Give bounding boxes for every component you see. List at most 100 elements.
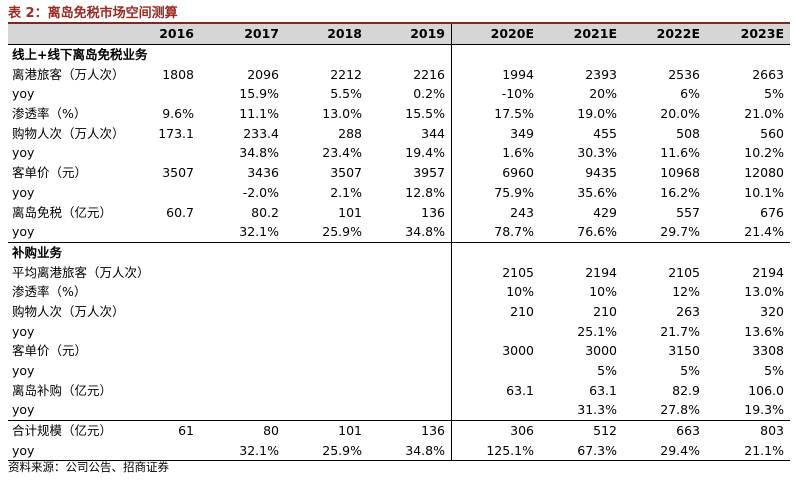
table-row: yoy 32.1% 25.9% 34.8% 78.7% 76.6% 29.7% 21.4%: [8, 222, 790, 242]
header-cell: [8, 24, 135, 44]
table-cell: 2663: [752, 66, 784, 82]
table-cell: [368, 341, 452, 361]
table-cell: 5%: [597, 363, 617, 378]
table-cell: [135, 381, 200, 401]
table-cell: [135, 322, 200, 342]
table-row: 离岛补购（亿元） 63.1 63.1 82.9 106.0: [8, 380, 790, 401]
table-cell: 75.9%: [494, 184, 534, 200]
table-cell: 19.0%: [577, 106, 617, 122]
table-cell: [285, 361, 368, 381]
table-cell: [285, 322, 368, 342]
table-cell: 349: [510, 125, 534, 141]
table-cell: 676: [760, 204, 784, 220]
table-cell: [540, 45, 623, 65]
table-cell: 3507: [330, 165, 362, 181]
table-cell: 80: [263, 423, 279, 439]
table-cell: -2.0%: [242, 184, 279, 200]
table-cell: 20.0%: [660, 106, 700, 122]
table-cell: -10%: [501, 86, 534, 102]
table-cell: 32.1%: [239, 224, 279, 240]
row-label: yoy: [12, 224, 35, 240]
table-cell: [135, 183, 200, 203]
table-cell: 17.5%: [494, 106, 534, 122]
table-cell: 10%: [506, 284, 534, 300]
table-row: yoy -2.0% 2.1% 12.8% 75.9% 35.6% 16.2% 10.1%: [8, 182, 790, 203]
table-cell: 2096: [247, 66, 279, 82]
table-cell: 173.1: [158, 125, 194, 141]
table-cell: 78.7%: [494, 224, 534, 240]
table-title: 表 2：离岛免税市场空间测算: [8, 6, 178, 21]
table-cell: [540, 243, 623, 263]
table-cell: 2.1%: [330, 184, 362, 200]
row-label: yoy: [12, 184, 35, 200]
table-row: yoy 5% 5% 5%: [8, 361, 790, 381]
table-cell: 2105: [502, 264, 534, 280]
table-cell: [623, 243, 706, 263]
header-cell: 2020E: [490, 26, 534, 41]
header-cell: 2022E: [656, 26, 700, 41]
table-row: 渗透率（%） 9.6% 11.1% 13.0% 15.5% 17.5% 19.0% 20.0%…: [8, 104, 790, 124]
table-cell: 1.6%: [502, 145, 534, 161]
table-cell: 2194: [752, 264, 784, 280]
table-cell: 61: [178, 423, 194, 439]
table-cell: 0.2%: [368, 84, 452, 105]
table-cell: 10.2%: [744, 145, 784, 161]
table-cell: 13.0%: [322, 106, 362, 122]
table-cell: [368, 321, 452, 342]
table-row: 渗透率（%） 10% 10% 12% 13.0%: [8, 282, 790, 302]
table-cell: 25.9%: [322, 224, 362, 240]
table-row: 购物人次（万人次） 210 210 263 320: [8, 301, 790, 322]
table-cell: 243: [510, 204, 534, 220]
table-cell: [452, 400, 540, 420]
table-cell: 15.5%: [368, 104, 452, 124]
section-row: 补购业务: [8, 242, 790, 263]
table-cell: 6960: [502, 165, 534, 181]
table-cell: [200, 361, 285, 381]
table-cell: 5%: [764, 363, 784, 378]
table-cell: 2216: [368, 64, 452, 85]
source-note: 资料来源：公司公告、招商证券: [8, 460, 169, 474]
header-cell: 2023E: [740, 26, 784, 41]
table-cell: [135, 282, 200, 302]
table-cell: 1994: [502, 66, 534, 82]
table-cell: [200, 322, 285, 342]
table-cell: 455: [593, 125, 617, 141]
table-cell: 320: [760, 303, 784, 319]
table-row: yoy 34.8% 23.4% 19.4% 1.6% 30.3% 11.6% 10.2%: [8, 143, 790, 164]
table-cell: 19.4%: [368, 143, 452, 164]
table-cell: [452, 361, 540, 381]
table-cell: 21.0%: [744, 106, 784, 122]
row-label: 离岛补购（亿元）: [12, 382, 113, 398]
table-cell: 512: [593, 423, 617, 439]
table-row: 购物人次（万人次） 173.1 233.4 288 344 349 455 508 560: [8, 123, 790, 144]
table-cell: 12.8%: [368, 182, 452, 203]
table-cell: 3308: [752, 343, 784, 359]
table-cell: 5.5%: [330, 86, 362, 102]
table-cell: 136: [368, 421, 452, 441]
table-cell: 10.1%: [744, 184, 784, 200]
table-cell: 2212: [330, 66, 362, 82]
table-cell: 20%: [589, 86, 617, 102]
table-cell: [200, 400, 285, 420]
table-cell: [135, 302, 200, 322]
table-cell: 306: [510, 423, 534, 439]
table-cell: [200, 282, 285, 302]
table-cell: 210: [593, 303, 617, 319]
table-cell: 82.9: [672, 382, 700, 398]
table-cell: [452, 45, 540, 65]
table-cell: [135, 84, 200, 104]
table-cell: 2194: [585, 264, 617, 280]
table-cell: [200, 263, 285, 283]
table-cell: 125.1%: [486, 442, 534, 458]
total-section: 合计规模（亿元） 61 80 101 136 306 512 663 803 yoy 32.1% 25…: [8, 421, 790, 461]
table-cell: 9435: [585, 165, 617, 181]
table-cell: 30.3%: [577, 145, 617, 161]
table-cell: [285, 302, 368, 322]
table-cell: [200, 302, 285, 322]
table-cell: 3507: [162, 165, 194, 181]
row-label: yoy: [12, 145, 35, 161]
table-cell: 136: [368, 202, 452, 223]
table-cell: [623, 45, 706, 65]
table-cell: [135, 263, 200, 283]
table-cell: 11.6%: [660, 145, 700, 161]
